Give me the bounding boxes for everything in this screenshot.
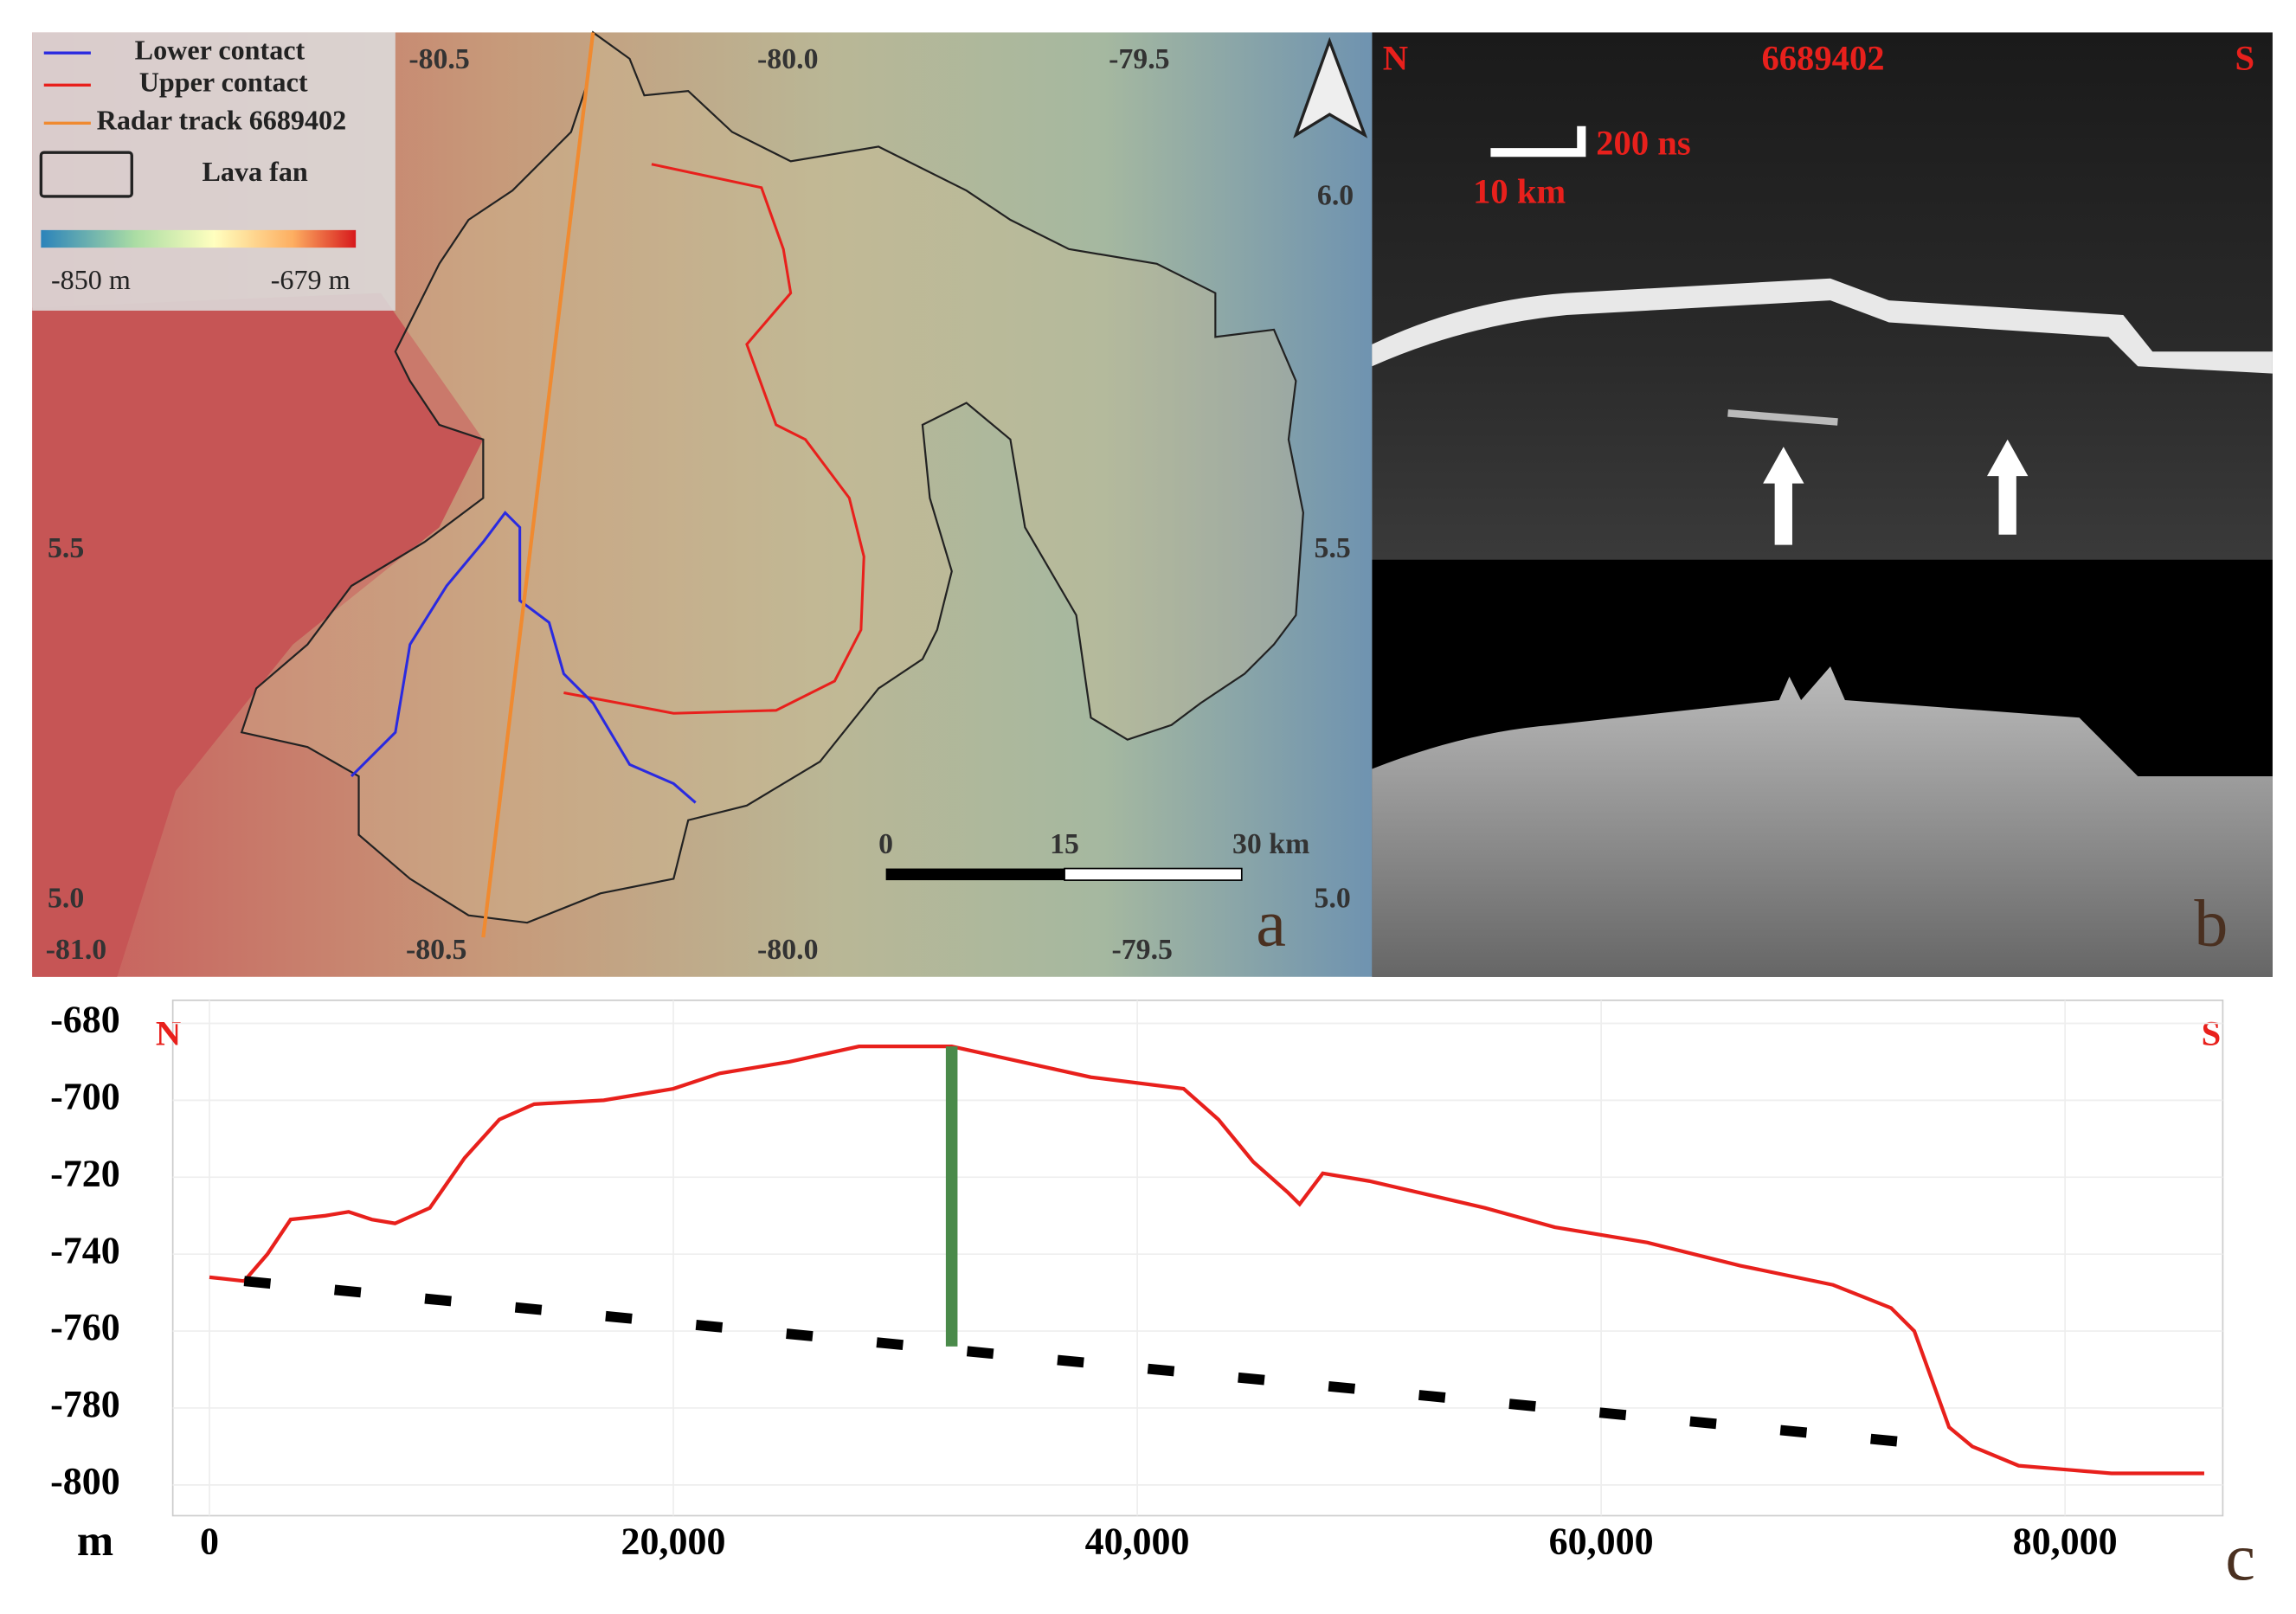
y-tick-label: -800 <box>50 1460 120 1502</box>
legend-swatch <box>39 151 133 198</box>
colorbar <box>41 229 357 248</box>
x-tick-label: 60,000 <box>1549 1520 1654 1562</box>
panel-label: b <box>2194 885 2228 960</box>
surface-echo <box>1372 278 2273 374</box>
dashed-line <box>243 1276 1950 1452</box>
scale-bar <box>885 868 1065 881</box>
lat-label: 6.0 <box>1317 179 1354 211</box>
south-label: S <box>2202 1013 2222 1052</box>
south-label: S <box>2235 39 2254 78</box>
lat-label: 5.5 <box>48 532 84 564</box>
arrow <box>1763 447 1804 545</box>
y-tick-label: -760 <box>50 1306 120 1348</box>
track-label: 6689402 <box>1761 39 1884 78</box>
y-tick-label: -700 <box>50 1075 120 1117</box>
north-arrow <box>1293 36 1368 138</box>
bar <box>945 1046 958 1347</box>
legend-label: Lava fan <box>202 156 307 187</box>
y-tick-label: -780 <box>50 1383 120 1425</box>
lon-label: -80.5 <box>408 43 469 75</box>
x-tick-label: 40,000 <box>1085 1520 1190 1562</box>
lon-label: -81.0 <box>46 934 106 966</box>
y-axis-label: m <box>77 1516 113 1565</box>
panel-label: c <box>2225 1520 2255 1594</box>
lat-label: 5.5 <box>1315 532 1351 564</box>
north-label: N <box>156 1013 181 1052</box>
legend-box <box>32 32 396 311</box>
subsurface-echo <box>1727 409 1838 426</box>
profile-chart: m N S c -680 -700 -720 -740 -760 -780 -800 0 20,… <box>50 999 2255 1595</box>
lat-label: 5.0 <box>1315 883 1351 915</box>
radar-panel: N 6689402 S 200 ns 10 km b <box>1372 32 2273 977</box>
lon-label: -80.0 <box>757 934 818 966</box>
vertical-scale: 200 ns <box>1596 124 1690 163</box>
lat-label: 5.0 <box>48 883 84 915</box>
x-tick-label: 0 <box>200 1520 219 1562</box>
lon-label: -79.5 <box>1109 43 1169 75</box>
upper-contact <box>563 163 865 715</box>
plot-frame <box>171 999 2224 1517</box>
north-label: N <box>1383 39 1408 78</box>
arrow <box>1986 439 2029 535</box>
scale-marker <box>1490 125 1586 158</box>
y-tick-label: -720 <box>50 1152 120 1194</box>
lon-label: -79.5 <box>1111 934 1172 966</box>
map-panel: Lower contact Upper contact Radar track … <box>32 30 1373 977</box>
legend-label: Lower contact <box>135 35 305 66</box>
y-tick-label: -740 <box>50 1229 120 1271</box>
colorbar-label: -850 m <box>51 264 131 295</box>
x-tick-label: 20,000 <box>621 1520 726 1562</box>
red-terrain <box>32 293 484 977</box>
scale-label: 15 <box>1050 828 1079 860</box>
lon-label: -80.0 <box>757 43 818 75</box>
clutter-simulation <box>1372 666 2273 977</box>
colorbar-label: -679 m <box>271 264 351 295</box>
panel-label: a <box>1256 885 1286 960</box>
legend-label: Radar track 6689402 <box>97 105 347 136</box>
scale-bar <box>1064 867 1243 881</box>
lower-contact <box>350 511 697 804</box>
x-tick-label: 80,000 <box>2013 1520 2118 1562</box>
profile-line <box>209 1045 2204 1476</box>
y-tick-label: -680 <box>50 999 120 1041</box>
lava-fan-outline <box>240 30 1304 924</box>
scale-label: 0 <box>878 828 893 860</box>
scale-label: 30 km <box>1232 828 1309 860</box>
horizontal-scale: 10 km <box>1473 172 1566 211</box>
radar-track <box>481 32 595 938</box>
lon-label: -80.5 <box>406 934 466 966</box>
legend-label: Upper contact <box>139 67 308 98</box>
